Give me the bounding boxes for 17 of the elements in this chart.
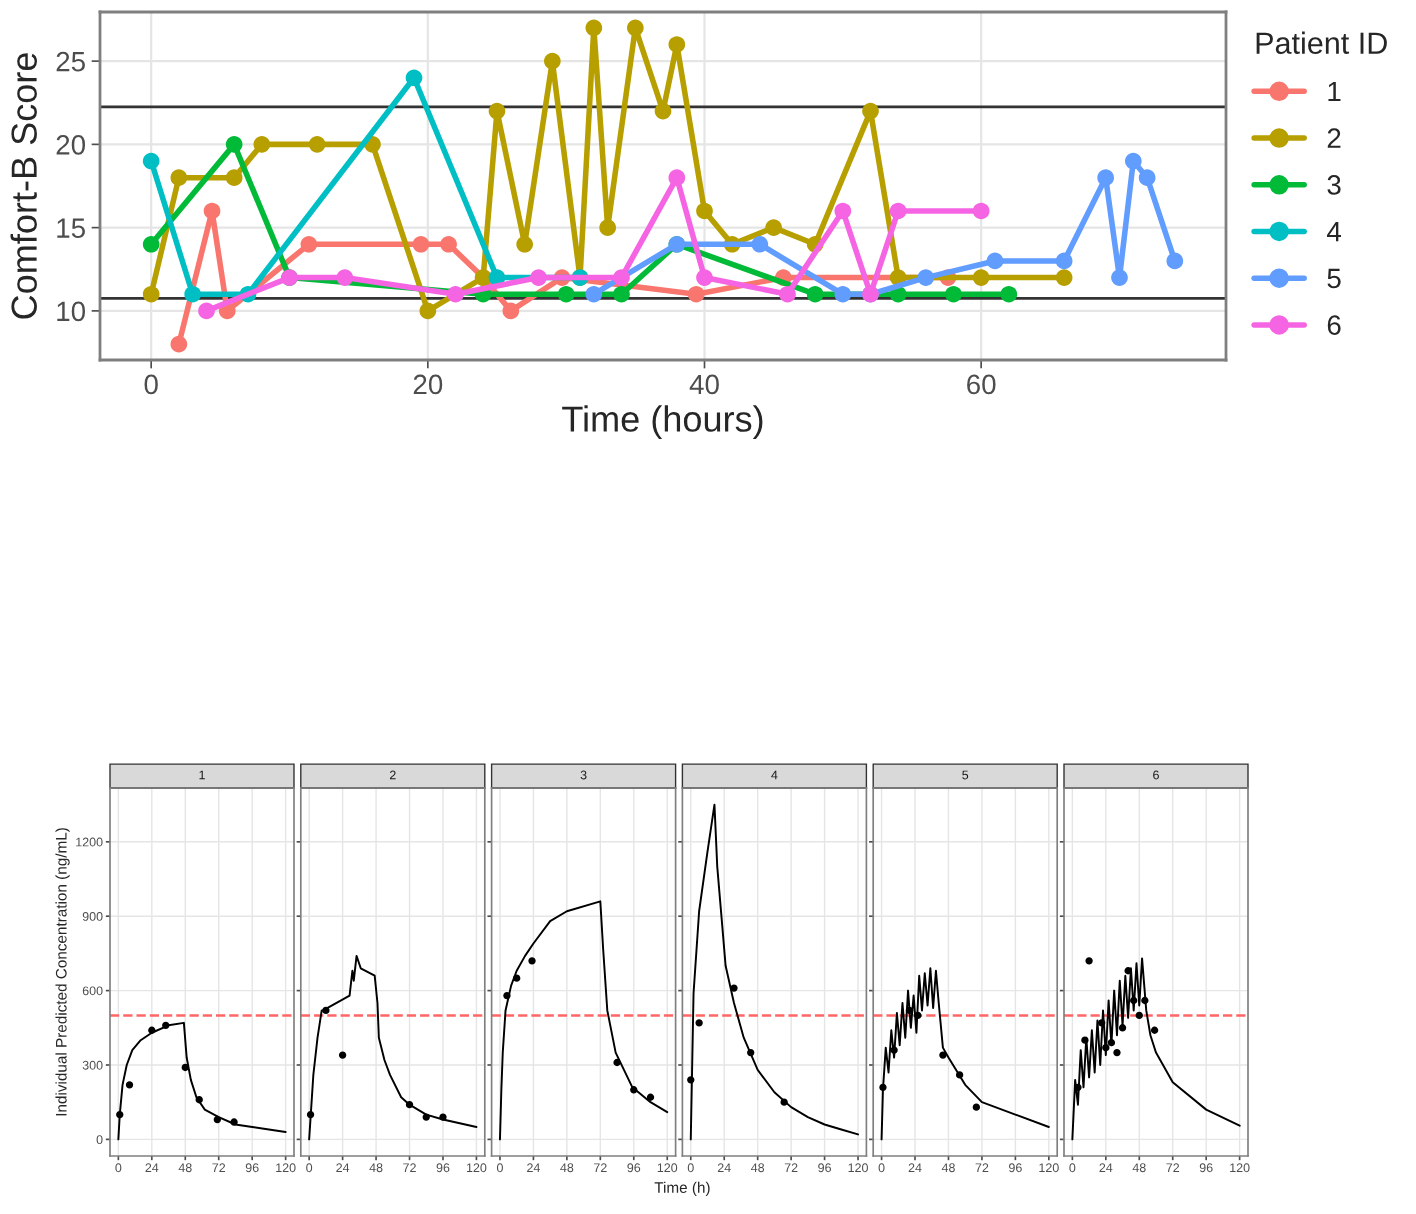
legend-label: 5 [1327,268,1341,289]
legend-title: Patient ID [1256,31,1387,55]
legend-label: 1 [1328,81,1341,102]
legend-label: 6 [1327,315,1341,335]
legend-label: 3 [1327,175,1341,195]
y-tick-label: 20 [56,135,86,155]
x-axis-title: Time (hours) [562,405,763,439]
x-tick-label: 40 [689,374,719,395]
y-tick-label: 10 [57,301,86,322]
y-axis-title: Comfort-B Score [10,53,37,319]
y-tick-label: 25 [56,51,85,72]
x-tick-label: 0 [144,374,158,395]
legend-label: 2 [1327,128,1341,148]
y-tick-label: 15 [57,218,85,238]
legend-label: 4 [1327,222,1342,242]
x-tick-label: 60 [967,374,996,395]
x-tick-label: 20 [413,374,443,395]
